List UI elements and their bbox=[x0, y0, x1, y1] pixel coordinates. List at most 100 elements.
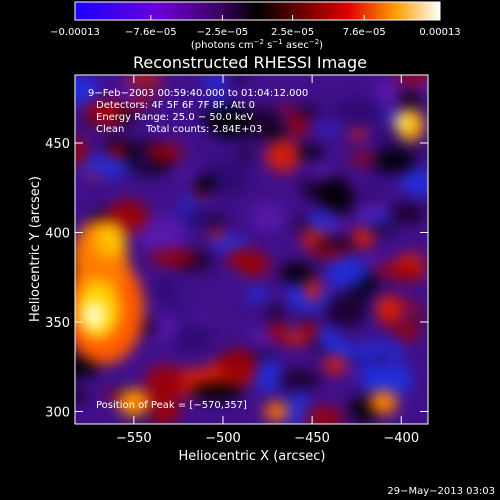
heatmap-blob bbox=[265, 139, 301, 173]
y-axis-ticks bbox=[75, 142, 428, 412]
x-axis-tick-labels: −550 −500 −450 −400 bbox=[116, 431, 419, 446]
colorbar-unit: (photons cm−2 s−1 asec−2) bbox=[191, 38, 323, 51]
heatmap-blob bbox=[225, 248, 259, 269]
heatmap-blob bbox=[75, 388, 89, 405]
heatmap-blob bbox=[397, 89, 417, 103]
heatmap-blob bbox=[368, 223, 396, 236]
annotation-total-counts: Total counts: 2.84E+03 bbox=[145, 124, 262, 135]
heatmap-blob bbox=[307, 211, 335, 233]
heatmap-blob bbox=[279, 104, 292, 116]
heatmap-blob bbox=[285, 332, 306, 346]
heatmap-blob bbox=[286, 320, 301, 333]
heatmap-bright-region bbox=[82, 301, 107, 330]
heatmap-blob bbox=[400, 168, 428, 197]
heatmap-bright-region bbox=[394, 113, 409, 130]
y-tick-label: 350 bbox=[45, 316, 70, 331]
heatmap-blob bbox=[315, 327, 341, 347]
heatmap-bright-region bbox=[117, 388, 150, 417]
heatmap-blob bbox=[107, 145, 127, 160]
heatmap-blob bbox=[136, 215, 186, 253]
heatmap-blob bbox=[190, 381, 244, 402]
colorbar-tick-label: 7.6e−05 bbox=[343, 27, 386, 38]
heatmap-blob bbox=[365, 256, 386, 269]
heatmap-blob bbox=[203, 104, 255, 137]
heatmap-blob bbox=[351, 227, 375, 249]
y-axis-tick-labels: 300 350 400 450 bbox=[45, 137, 70, 420]
heatmap-blob bbox=[144, 364, 185, 401]
y-tick-label: 300 bbox=[45, 405, 70, 420]
heatmap-blob bbox=[388, 202, 426, 225]
heatmap-blob bbox=[182, 205, 214, 230]
heatmap-blob bbox=[349, 355, 367, 368]
heatmap-bright-region bbox=[369, 390, 398, 415]
heatmap-blob bbox=[348, 153, 378, 166]
heatmap-blob bbox=[325, 255, 369, 288]
colorbar-ticks bbox=[74, 15, 441, 20]
heatmap-bright-region bbox=[264, 401, 289, 422]
heatmap-blob bbox=[296, 145, 324, 159]
heatmap-blob bbox=[323, 355, 347, 375]
colorbar-tick-label: −0.00013 bbox=[50, 27, 100, 38]
heatmap-image bbox=[75, 75, 428, 424]
heatmap-blob bbox=[416, 140, 426, 151]
heatmap-blob bbox=[239, 147, 251, 161]
heatmap-blob bbox=[316, 124, 342, 133]
heatmap-blob bbox=[333, 97, 385, 126]
heatmap-blob bbox=[393, 264, 419, 283]
heatmap-blob bbox=[279, 262, 316, 284]
y-tick-label: 450 bbox=[45, 137, 70, 152]
chart-title: Reconstructed RHESSI Image bbox=[133, 53, 367, 72]
heatmap-blob bbox=[349, 129, 368, 141]
heatmap-bright-region bbox=[94, 221, 127, 258]
colorbar-tick-label: −2.5e−05 bbox=[197, 27, 249, 38]
x-tick-label: −500 bbox=[205, 431, 241, 446]
heatmap-blob bbox=[304, 278, 321, 302]
colorbar-tick-label: 0.00013 bbox=[419, 27, 460, 38]
heatmap-blob bbox=[88, 170, 99, 180]
x-tick-label: −450 bbox=[294, 431, 330, 446]
heatmap-blob bbox=[170, 323, 213, 352]
heatmap-blob bbox=[202, 75, 228, 92]
heatmap-blob bbox=[193, 176, 218, 194]
heatmap-blob bbox=[292, 217, 312, 231]
heatmap-blob bbox=[310, 166, 335, 182]
heatmap-blob bbox=[351, 201, 388, 219]
heatmap-blob bbox=[303, 406, 345, 424]
heatmap-blob bbox=[233, 75, 246, 82]
x-axis-label: Heliocentric X (arcsec) bbox=[179, 449, 326, 464]
colorbar-tick-labels: −0.00013 −7.6e−05 −2.5e−05 2.5e−05 7.6e−05 0.… bbox=[50, 27, 461, 38]
heatmap-blob bbox=[250, 106, 280, 132]
heatmap-blob bbox=[360, 361, 413, 390]
heatmap-blob bbox=[95, 105, 113, 114]
colorbar-tick-label: −7.6e−05 bbox=[125, 27, 177, 38]
heatmap-blob bbox=[246, 286, 268, 303]
heatmap-blob bbox=[75, 136, 88, 168]
heatmap-blob bbox=[370, 352, 391, 366]
heatmap-blob bbox=[275, 369, 322, 390]
heatmap-blob bbox=[153, 277, 177, 302]
heatmap-blob bbox=[166, 302, 190, 310]
heatmap-blob bbox=[143, 143, 184, 162]
heatmap-blob bbox=[197, 313, 209, 325]
heatmap-blob bbox=[133, 81, 160, 92]
heatmap-blob bbox=[251, 201, 285, 231]
annotation-energy-range: Energy Range: 25.0 − 50.0 keV bbox=[96, 112, 253, 123]
heatmap-blob bbox=[288, 112, 308, 139]
y-axis-label: Heliocentric Y (arcsec) bbox=[28, 176, 43, 322]
x-tick-label: −400 bbox=[383, 431, 419, 446]
heatmap-blob bbox=[148, 249, 197, 266]
heatmap-blob bbox=[319, 177, 344, 210]
heatmap-blob bbox=[417, 260, 428, 268]
annotation-peak-position: Position of Peak = [−570,357] bbox=[96, 400, 247, 411]
heatmap-blob bbox=[295, 104, 321, 117]
heatmap-blob bbox=[255, 357, 282, 393]
y-tick-label: 400 bbox=[45, 226, 70, 241]
heatmap-blob bbox=[414, 79, 428, 97]
plot-frame bbox=[74, 74, 429, 425]
annotation-clean: Clean bbox=[96, 124, 124, 135]
heatmap-blob bbox=[136, 149, 154, 170]
heatmap-blob bbox=[398, 322, 419, 342]
x-axis-ticks bbox=[133, 75, 402, 424]
heatmap-blob bbox=[397, 310, 416, 322]
